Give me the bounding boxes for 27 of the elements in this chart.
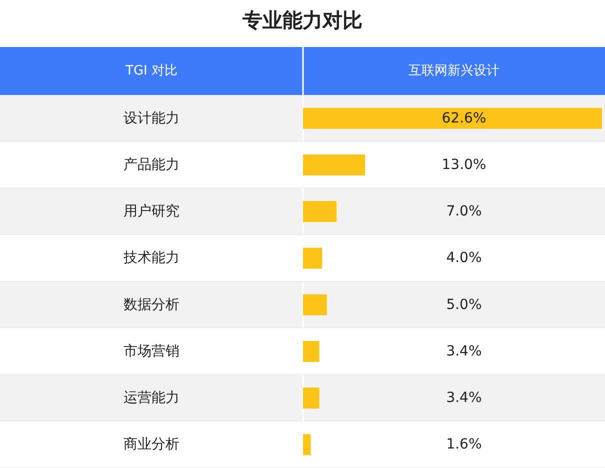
data-label: 3.4%: [446, 343, 482, 360]
data-label: 5.0%: [446, 296, 482, 313]
y-tick-label: 用户研究: [124, 204, 180, 220]
bar: [303, 434, 311, 456]
y-tick-label: 市场营销: [124, 343, 180, 360]
bar: [303, 294, 327, 316]
bar: [303, 340, 320, 362]
y-tick-label: 商业分析: [124, 436, 180, 453]
data-label: 13.0%: [442, 156, 486, 173]
data-label: 7.0%: [446, 204, 482, 220]
chart-title: 专业能力对比: [242, 8, 362, 32]
data-label: 1.6%: [446, 436, 482, 453]
data-label: 3.4%: [446, 390, 482, 406]
x-axis-title: 互联网新兴设计: [408, 64, 500, 78]
bar: [303, 201, 336, 222]
bar: [303, 108, 602, 129]
data-label: 62.6%: [442, 110, 486, 126]
y-tick-label: 技术能力: [122, 250, 180, 266]
bar: [303, 388, 320, 409]
y-tick-label: 产品能力: [124, 156, 180, 173]
bar: [303, 154, 366, 176]
y-tick-label: 数据分析: [124, 296, 180, 313]
y-tick-label: 运营能力: [124, 390, 180, 406]
y-tick-label: 设计能力: [124, 110, 180, 126]
data-label: 4.0%: [446, 250, 482, 266]
y-axis-title: TGI 对比: [124, 64, 178, 78]
bar: [303, 248, 322, 269]
